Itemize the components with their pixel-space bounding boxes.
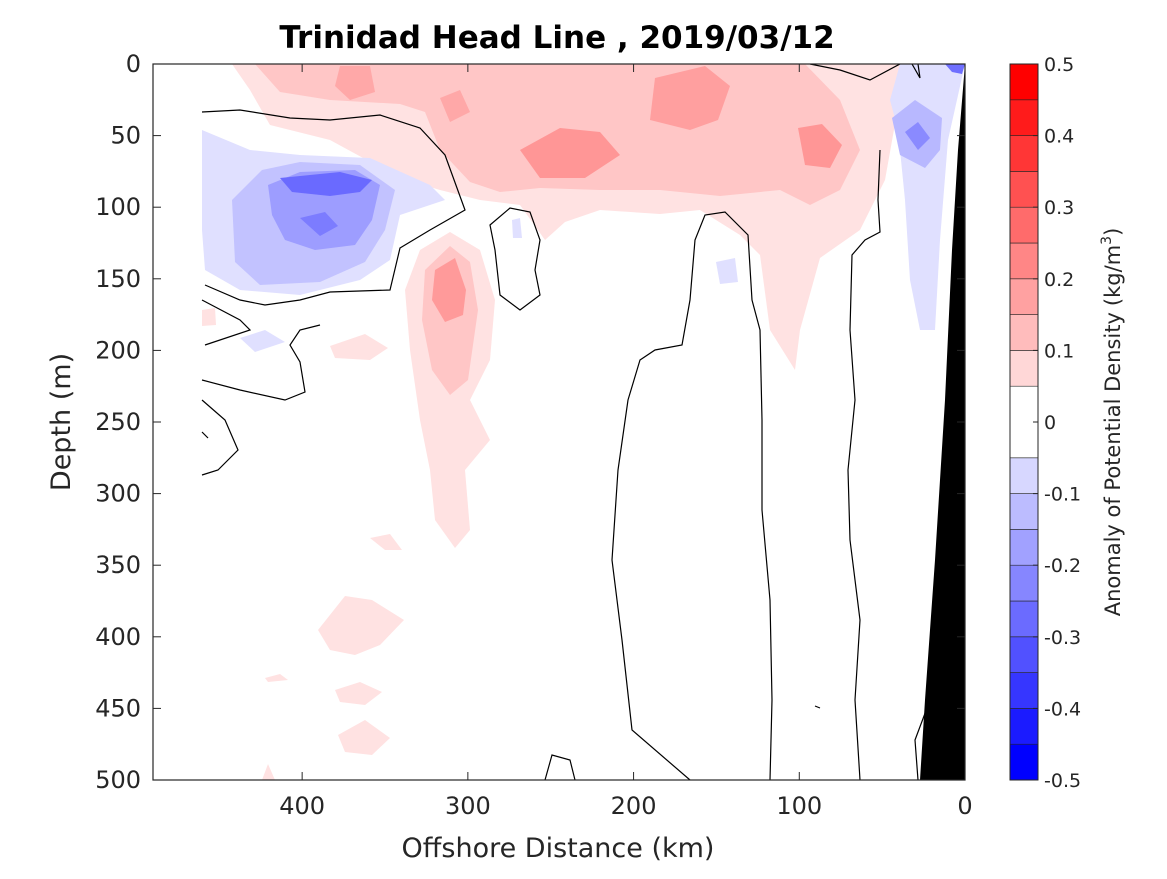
colorbar-tick-label: -0.5 — [1044, 770, 1081, 792]
positive-patch-200m — [330, 334, 388, 360]
colorbar-swatch — [1009, 493, 1039, 530]
negative-patch-3 — [512, 218, 522, 238]
positive-subsurface-plume-core — [432, 258, 466, 322]
zero-contours — [201, 64, 931, 780]
zero-contour-shelf — [847, 149, 881, 780]
colorbar-swatch — [1009, 278, 1039, 315]
chart-title: Trinidad Head Line , 2019/03/12 — [279, 20, 834, 56]
negative-core — [280, 172, 372, 196]
negative-patch-2 — [716, 258, 738, 284]
anomaly-field — [201, 64, 965, 780]
nearshore-negative-surface — [945, 64, 965, 74]
colorbar-tick-label: -0.1 — [1044, 484, 1081, 506]
colorbar: 0.5 0.4 0.3 0.2 0.1 0 -0.1 -0.2 -0.3 -0.4 -0.5 — [1009, 54, 1081, 792]
zero-contour-deep-1 — [544, 754, 576, 780]
colorbar-tick-label: 0 — [1044, 412, 1056, 434]
zero-contour-left-lower — [201, 324, 321, 401]
colorbar-swatch — [1009, 314, 1039, 351]
colorbar-swatch — [1009, 457, 1039, 494]
colorbar-unit-suffix: ) — [1101, 228, 1125, 236]
x-tick-label: 400 — [279, 792, 325, 820]
positive-deep-patch-6 — [265, 674, 288, 682]
positive-core-160km — [650, 66, 730, 130]
colorbar-swatch — [1009, 743, 1039, 781]
y-tick-label: 150 — [95, 265, 141, 293]
positive-core-90km — [798, 124, 842, 168]
positive-core-240km — [520, 128, 620, 178]
colorbar-swatch — [1009, 99, 1039, 136]
plot-area — [152, 63, 966, 781]
colorbar-swatch — [1009, 171, 1039, 208]
colorbar-unit-prefix: (kg/m — [1101, 245, 1125, 306]
y-tick-label: 250 — [95, 408, 141, 436]
y-tick-label: 400 — [95, 623, 141, 651]
colorbar-unit-exp: 3 — [1099, 236, 1115, 245]
colorbar-tick-label: 0.3 — [1044, 197, 1074, 219]
zero-contour-nearshore — [911, 64, 921, 79]
y-axis-label: Depth (m) — [46, 353, 77, 491]
colorbar-swatch — [1009, 242, 1039, 280]
positive-patch-left — [202, 308, 216, 326]
negative-patch-1 — [240, 330, 285, 352]
positive-core-280km — [440, 90, 470, 122]
colorbar-swatch — [1009, 636, 1039, 673]
positive-deep-patch-5 — [262, 764, 275, 780]
y-tick-label: 450 — [95, 694, 141, 722]
colorbar-swatch — [1009, 63, 1039, 101]
positive-deep-patch-4 — [370, 534, 402, 550]
colorbar-swatch — [1009, 672, 1039, 709]
y-tick-label: 0 — [126, 50, 141, 78]
x-axis-label: Offshore Distance (km) — [402, 833, 715, 864]
zero-contour-left-mid — [201, 299, 252, 346]
positive-core-370km — [335, 66, 375, 100]
x-tick-label: 0 — [957, 792, 972, 820]
positive-deep-patch-3 — [338, 720, 390, 755]
colorbar-swatch — [1009, 708, 1039, 745]
colorbar-tick-label: -0.3 — [1044, 627, 1081, 649]
zero-contour-left-seg — [201, 431, 209, 439]
y-tick-label: 50 — [110, 122, 141, 150]
colorbar-label: Anomaly of Potential Density (kg/m3) — [1099, 228, 1125, 617]
y-axis: 0 50 100 150 200 250 300 350 400 450 500 — [95, 50, 965, 794]
colorbar-label-text: Anomaly of Potential Density — [1101, 312, 1125, 616]
positive-deep-patch-2 — [335, 682, 382, 705]
colorbar-swatch — [1009, 600, 1039, 638]
colorbar-swatch — [1009, 135, 1039, 172]
y-tick-label: 300 — [95, 480, 141, 508]
positive-deep-patch-1 — [318, 596, 404, 655]
y-tick-label: 350 — [95, 551, 141, 579]
y-tick-label: 500 — [95, 766, 141, 794]
x-axis: 400 300 200 100 0 — [279, 64, 973, 820]
bathymetry-seafloor — [920, 64, 965, 780]
zero-contour-inner-1 — [489, 207, 541, 311]
colorbar-tick-label: 0.5 — [1044, 54, 1074, 76]
colorbar-tick-label: 0.1 — [1044, 340, 1074, 362]
zero-contour-left-upper — [201, 109, 466, 306]
y-tick-label: 100 — [95, 193, 141, 221]
colorbar-tick-label: 0.2 — [1044, 269, 1074, 291]
negative-core-2 — [300, 212, 338, 236]
colorbar-swatch — [1009, 529, 1039, 566]
y-tick-label: 200 — [95, 336, 141, 364]
x-tick-label: 100 — [776, 792, 822, 820]
colorbar-tick-label: -0.4 — [1044, 698, 1081, 720]
nearshore-negative-core — [905, 122, 930, 150]
colorbar-swatch — [1009, 206, 1039, 244]
zero-contour-left-deep — [201, 399, 239, 476]
colorbar-swatch — [1009, 350, 1039, 387]
colorbar-swatch — [1009, 564, 1039, 602]
x-tick-label: 200 — [611, 792, 657, 820]
zero-contour-deep-3 — [814, 705, 821, 709]
zero-contour-plume — [611, 211, 773, 780]
zero-contour-surface — [809, 64, 901, 81]
x-tick-label: 300 — [445, 792, 491, 820]
colorbar-tick-label: 0.4 — [1044, 126, 1074, 148]
colorbar-tick-label: -0.2 — [1044, 555, 1081, 577]
